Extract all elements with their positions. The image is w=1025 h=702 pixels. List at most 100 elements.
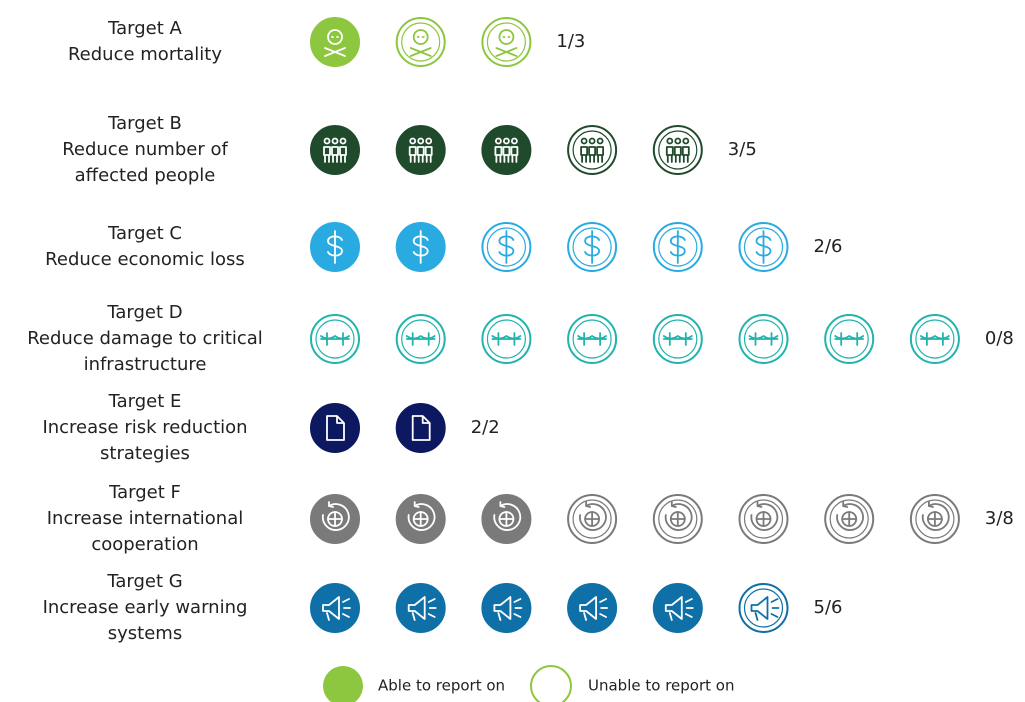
target-score: 2/6 xyxy=(814,236,843,257)
icon-glyph xyxy=(748,332,779,346)
icon-ring xyxy=(743,588,784,628)
icon-ring xyxy=(915,499,955,539)
icon-glyph xyxy=(411,415,431,441)
icon-glyph xyxy=(322,596,351,621)
icon-ring xyxy=(572,227,612,267)
icon-ring xyxy=(401,319,441,359)
icon-glyph xyxy=(491,332,522,346)
icon-unable xyxy=(824,314,875,364)
target-description: cooperation xyxy=(91,534,198,555)
icon-glyph xyxy=(755,230,772,264)
icon-ring xyxy=(572,499,612,539)
icon-glyph xyxy=(579,501,607,531)
icon-able xyxy=(395,583,446,633)
icon-able xyxy=(652,583,703,633)
icon-glyph xyxy=(408,137,433,163)
icon-circle xyxy=(481,125,532,175)
target-title: Target C xyxy=(107,223,182,244)
target-description: Reduce damage to critical xyxy=(27,328,263,349)
legend-unable: Unable to report on xyxy=(588,677,734,695)
icon-unable xyxy=(310,314,360,364)
icon-ring xyxy=(658,319,698,359)
icon-ring xyxy=(658,499,698,539)
target-description: Reduce mortality xyxy=(68,44,222,65)
icon-circle xyxy=(567,125,618,175)
icon-circle xyxy=(395,17,446,67)
icon-able xyxy=(310,17,360,67)
icon-unable xyxy=(567,314,618,364)
target-description: Increase international xyxy=(47,508,243,529)
icon-glyph xyxy=(321,501,350,531)
icon-unable xyxy=(652,125,703,175)
icon-able xyxy=(395,494,446,544)
icon-able xyxy=(310,222,360,272)
icon-glyph xyxy=(834,332,865,346)
target-title: Target G xyxy=(106,571,182,592)
icon-glyph xyxy=(323,137,347,163)
icon-glyph xyxy=(327,230,343,264)
icon-unable xyxy=(738,583,789,633)
legend-able-swatch xyxy=(323,666,363,702)
icon-circle xyxy=(310,17,360,67)
icon-unable xyxy=(567,222,618,272)
target-score: 3/8 xyxy=(985,508,1014,529)
icon-glyph xyxy=(498,230,515,264)
icon-unable xyxy=(481,17,532,67)
icon-circle xyxy=(652,583,703,633)
icon-unable xyxy=(909,314,960,364)
icon-glyph xyxy=(920,332,950,346)
icon-unable xyxy=(652,222,703,272)
icon-ring xyxy=(829,499,869,539)
icon-circle xyxy=(310,583,360,633)
icon-ring xyxy=(743,227,784,267)
icon-able xyxy=(310,125,360,175)
icon-glyph xyxy=(580,137,604,163)
icon-circle xyxy=(395,583,446,633)
icon-ring xyxy=(572,130,612,170)
icon-glyph xyxy=(409,29,432,57)
icon-able xyxy=(481,494,532,544)
icon-glyph xyxy=(665,137,690,163)
icon-ring xyxy=(658,130,698,170)
icon-able xyxy=(395,125,446,175)
icon-circle xyxy=(395,125,446,175)
icon-circle xyxy=(481,583,532,633)
icon-ring xyxy=(486,227,526,267)
icon-ring xyxy=(486,22,526,62)
target-description: Increase early warning xyxy=(43,597,248,618)
icon-glyph xyxy=(836,501,864,531)
icon-unable xyxy=(567,494,618,544)
icon-glyph xyxy=(405,332,436,346)
icon-able xyxy=(310,494,360,544)
icon-ring xyxy=(572,319,612,359)
icon-glyph xyxy=(750,501,779,531)
legend-able: Able to report on xyxy=(378,677,505,695)
target-score: 5/6 xyxy=(814,597,843,618)
target-description: strategies xyxy=(100,443,190,464)
icon-unable xyxy=(395,17,446,67)
target-description: infrastructure xyxy=(84,354,207,375)
target-description: Reduce number of xyxy=(62,139,228,160)
icon-glyph xyxy=(579,596,608,621)
icon-glyph xyxy=(493,596,523,621)
target-title: Target D xyxy=(106,302,182,323)
icon-unable xyxy=(824,494,875,544)
icon-ring xyxy=(486,319,526,359)
icon-glyph xyxy=(407,596,437,621)
icon-glyph xyxy=(493,501,522,531)
target-title: Target A xyxy=(107,18,182,39)
icon-glyph xyxy=(412,230,429,264)
icon-unable xyxy=(395,314,446,364)
target-score: 2/2 xyxy=(471,417,500,438)
target-score: 3/5 xyxy=(728,139,757,160)
target-score: 0/8 xyxy=(985,328,1014,349)
icon-ring xyxy=(658,227,698,267)
icon-able xyxy=(310,583,360,633)
legend-unable-swatch xyxy=(530,665,572,702)
icon-glyph xyxy=(662,332,693,346)
icon-ring xyxy=(915,319,955,359)
target-description: systems xyxy=(108,623,182,644)
icon-circle xyxy=(395,403,446,453)
icon-glyph xyxy=(664,501,693,531)
icon-ring xyxy=(743,319,784,359)
